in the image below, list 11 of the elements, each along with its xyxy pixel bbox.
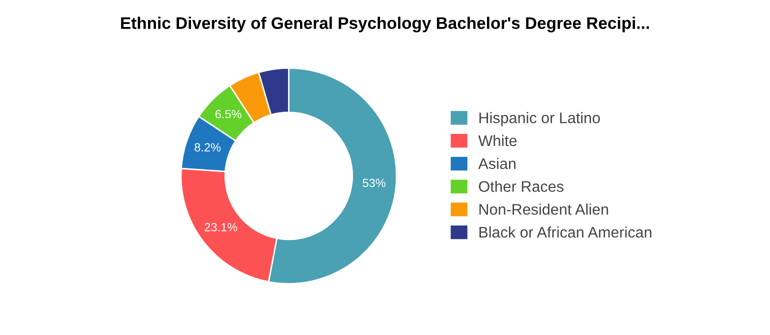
chart-title: Ethnic Diversity of General Psychology Bachelor's Degree Recipi... — [121, 16, 649, 32]
legend-label: Asian — [478, 158, 516, 170]
data-label: 23.1% — [204, 223, 238, 232]
legend-label: Non-Resident Alien — [479, 204, 608, 215]
data-label: 53% — [362, 178, 386, 188]
legend-label: Other Races — [478, 180, 564, 192]
data-label: 8.2% — [194, 143, 221, 152]
legend-label: Black or African American — [479, 226, 652, 238]
legend-label: White — [478, 134, 517, 146]
data-label: 6.5% — [215, 110, 242, 118]
legend-label: Hispanic or Latino — [479, 112, 600, 126]
